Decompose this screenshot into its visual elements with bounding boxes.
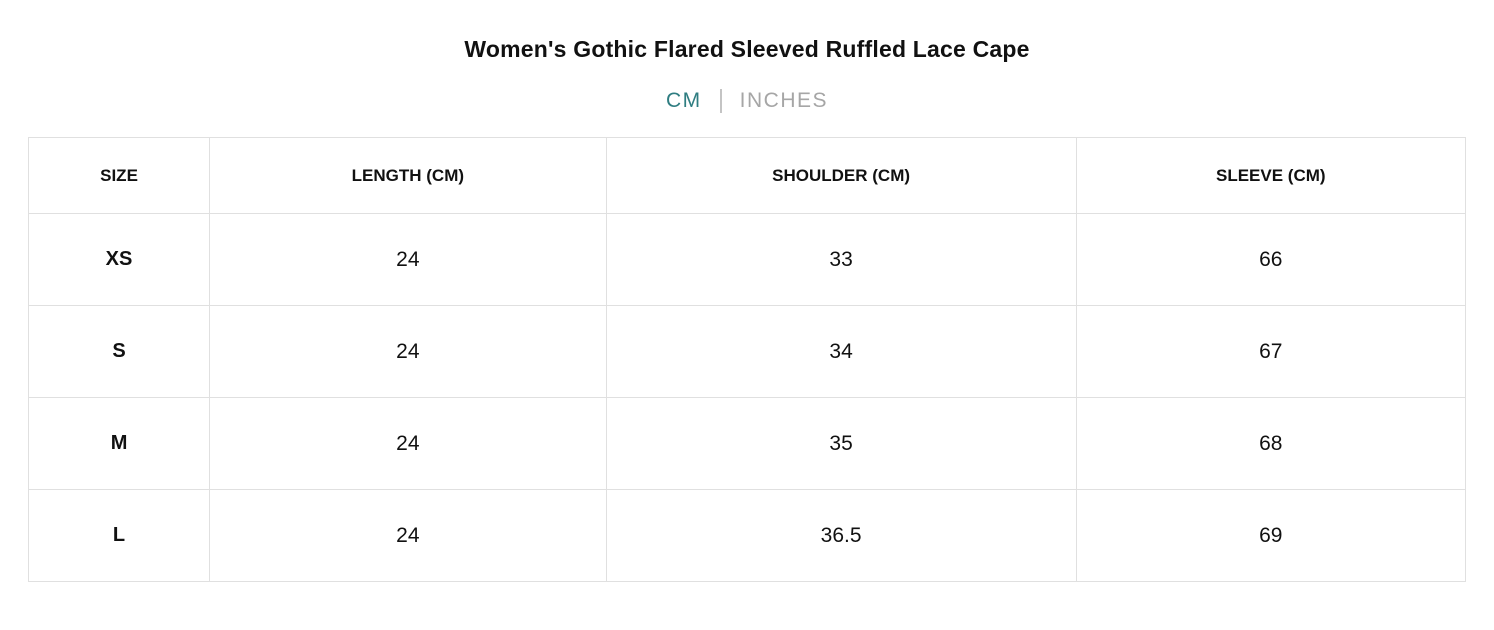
table-row: L 24 36.5 69: [27, 489, 1467, 582]
table-row: S 24 34 67: [27, 305, 1467, 398]
size-cell: XS: [27, 213, 211, 306]
value-cell: 34: [605, 305, 1077, 398]
value-cell: 68: [1075, 397, 1467, 490]
size-cell: S: [27, 305, 211, 398]
value-cell: 35: [605, 397, 1077, 490]
cm-toggle-button[interactable]: CM: [665, 89, 702, 112]
unit-toggle-divider: [719, 89, 722, 113]
size-table: SIZE LENGTH (CM) SHOULDER (CM) SLEEVE (CM) …: [27, 137, 1467, 582]
size-cell: L: [27, 489, 211, 582]
table-row: XS 24 33 66: [27, 213, 1467, 306]
table-body: XS 24 33 66 S 24 34 67 M 24 35 68 L 24 36.5 69: [27, 213, 1467, 582]
table-header-cell: SLEEVE (CM): [1075, 137, 1467, 214]
size-cell: M: [27, 397, 211, 490]
size-table-wrapper: SIZE LENGTH (CM) SHOULDER (CM) SLEEVE (CM) …: [27, 137, 1467, 582]
table-header-cell: SIZE: [27, 137, 211, 214]
table-header-row: SIZE LENGTH (CM) SHOULDER (CM) SLEEVE (CM): [27, 137, 1467, 214]
inches-toggle-button[interactable]: INCHES: [739, 89, 829, 112]
value-cell: 33: [605, 213, 1077, 306]
value-cell: 69: [1075, 489, 1467, 582]
value-cell: 24: [209, 397, 607, 490]
table-header-cell: SHOULDER (CM): [605, 137, 1077, 214]
value-cell: 67: [1075, 305, 1467, 398]
value-cell: 24: [209, 213, 607, 306]
unit-toggle: CM INCHES: [0, 89, 1494, 113]
value-cell: 24: [209, 305, 607, 398]
value-cell: 66: [1075, 213, 1467, 306]
page-title: Women's Gothic Flared Sleeved Ruffled La…: [464, 36, 1030, 62]
value-cell: 36.5: [605, 489, 1077, 582]
value-cell: 24: [209, 489, 607, 582]
table-row: M 24 35 68: [27, 397, 1467, 490]
table-header-cell: LENGTH (CM): [209, 137, 607, 214]
